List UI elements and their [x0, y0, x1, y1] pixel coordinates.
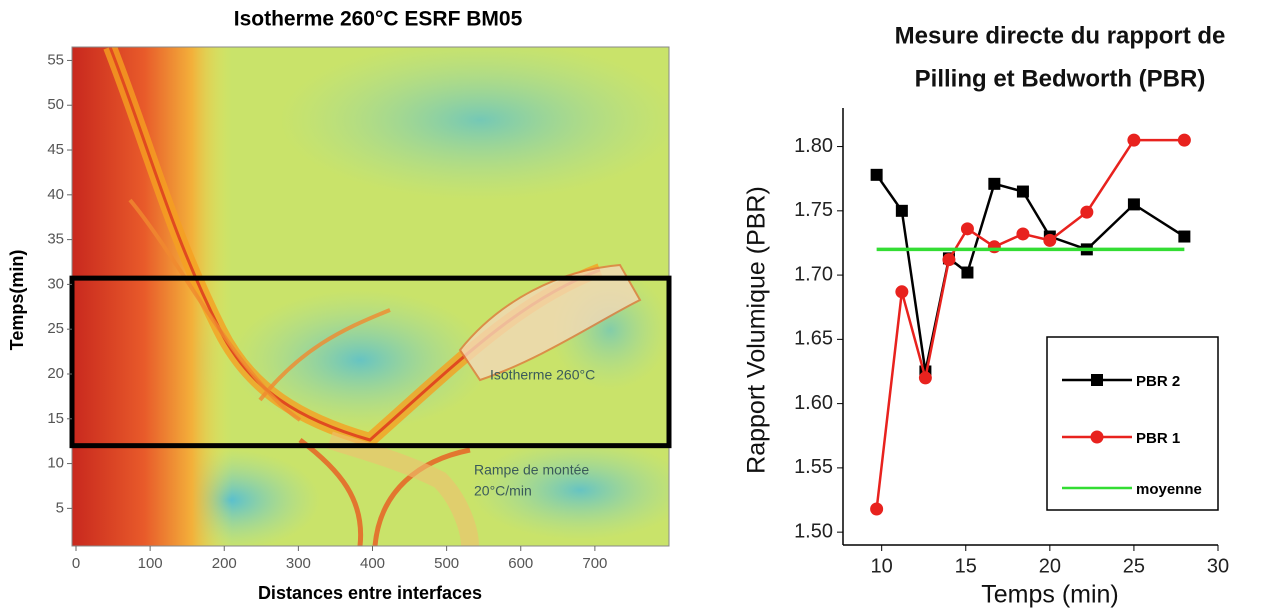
y-tick-label: 1.70: [794, 263, 833, 285]
y-tick-label: 25: [47, 320, 64, 337]
y-tick-label: 5: [56, 499, 64, 516]
y-tick-label: 50: [47, 96, 64, 113]
y-tick-label: 1.75: [794, 199, 833, 221]
marker: [870, 502, 884, 516]
legend-marker: [1090, 430, 1104, 444]
marker: [1016, 227, 1030, 241]
y-tick-label: 45: [47, 141, 64, 158]
y-tick-label: 1.55: [794, 456, 833, 478]
x-tick-label: 500: [434, 555, 459, 572]
y-tick-label: 55: [47, 51, 64, 68]
x-tick-label: 600: [508, 555, 533, 572]
legend-label: moyenne: [1136, 481, 1202, 498]
y-tick-label: 10: [47, 455, 64, 472]
marker: [1177, 133, 1191, 147]
x-tick-label: 20: [1039, 555, 1061, 577]
marker: [987, 240, 1001, 254]
x-tick-label: 200: [212, 555, 237, 572]
marker: [1127, 198, 1140, 211]
x-tick-label: 30: [1207, 555, 1229, 577]
marker: [1016, 185, 1029, 198]
highlight-box: [69, 275, 672, 449]
y-tick-label: 15: [47, 410, 64, 427]
y-tick-label: 35: [47, 231, 64, 248]
marker: [918, 371, 932, 385]
x-tick-label: 700: [582, 555, 607, 572]
marker: [988, 177, 1001, 190]
marker: [1178, 230, 1191, 243]
y-axis-label: Rapport Volumique (PBR): [743, 186, 771, 474]
marker: [1080, 205, 1094, 219]
y-tick-label: 1.80: [794, 135, 833, 157]
y-tick-label: 1.50: [794, 520, 833, 542]
x-axis-label: Temps (min): [981, 581, 1119, 609]
contour-image: [72, 47, 669, 546]
marker: [1127, 133, 1141, 147]
marker: [960, 222, 974, 236]
x-tick-label: 100: [138, 555, 163, 572]
chart-title: Pilling et Bedworth (PBR): [915, 65, 1206, 92]
x-axis-label: Distances entre interfaces: [258, 583, 482, 603]
marker: [1043, 233, 1057, 247]
legend-label: PBR 2: [1136, 373, 1180, 390]
y-axis-label: Temps(min): [7, 250, 27, 351]
marker: [895, 285, 909, 299]
legend-label: PBR 1: [1136, 430, 1180, 447]
marker: [942, 253, 956, 267]
annotation: Rampe de montée: [474, 462, 589, 478]
x-tick-label: 400: [360, 555, 385, 572]
x-tick-label: 25: [1123, 555, 1145, 577]
y-tick-label: 40: [47, 186, 64, 203]
x-tick-label: 10: [871, 555, 893, 577]
marker: [870, 168, 883, 181]
x-tick-label: 15: [955, 555, 977, 577]
y-tick-label: 30: [47, 275, 64, 292]
y-tick-label: 1.65: [794, 328, 833, 350]
chart-title: Mesure directe du rapport de: [895, 22, 1226, 49]
legend-marker: [1091, 374, 1103, 386]
legend-box: [1046, 336, 1219, 511]
marker: [961, 266, 974, 279]
x-tick-label: 0: [72, 555, 80, 572]
marker: [895, 204, 908, 217]
x-tick-label: 300: [286, 555, 311, 572]
annotation: Isotherme 260°C: [490, 367, 595, 383]
chart-title: Isotherme 260°C ESRF BM05: [234, 8, 523, 31]
y-tick-label: 1.60: [794, 392, 833, 414]
y-tick-label: 20: [47, 365, 64, 382]
annotation: 20°C/min: [474, 483, 532, 499]
